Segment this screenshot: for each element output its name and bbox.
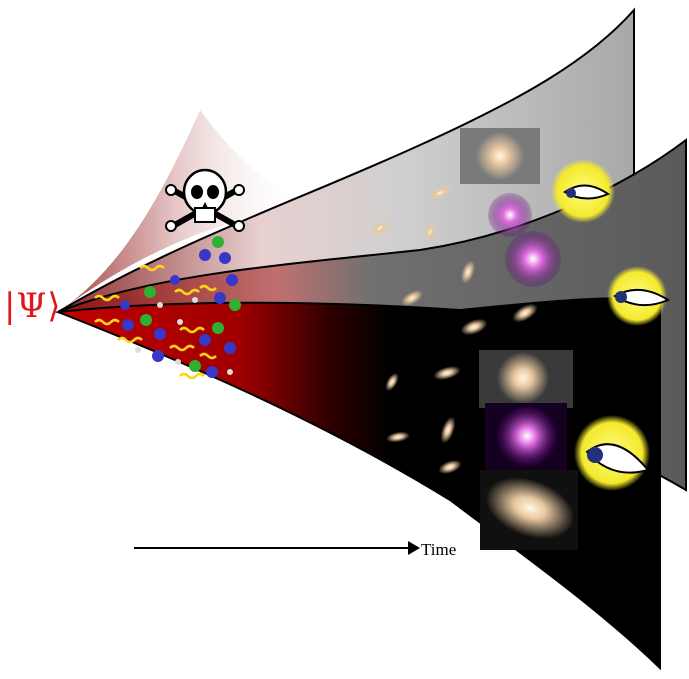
galaxy-icon bbox=[370, 128, 540, 242]
quantum-state-label: |Ψ⟩ bbox=[4, 286, 62, 326]
particle-cluster-lower bbox=[94, 314, 236, 380]
dead-branch bbox=[58, 110, 300, 312]
eye-icon bbox=[607, 266, 671, 326]
galaxy-icon bbox=[385, 350, 578, 550]
eye-icon bbox=[551, 159, 615, 223]
galaxy-icon bbox=[401, 231, 561, 336]
skull-and-crossbones-icon bbox=[165, 168, 245, 232]
particle-cluster-upper bbox=[94, 236, 241, 311]
time-arrow bbox=[134, 541, 420, 555]
time-axis-label: Time bbox=[421, 540, 457, 559]
eye-icon bbox=[574, 415, 650, 491]
